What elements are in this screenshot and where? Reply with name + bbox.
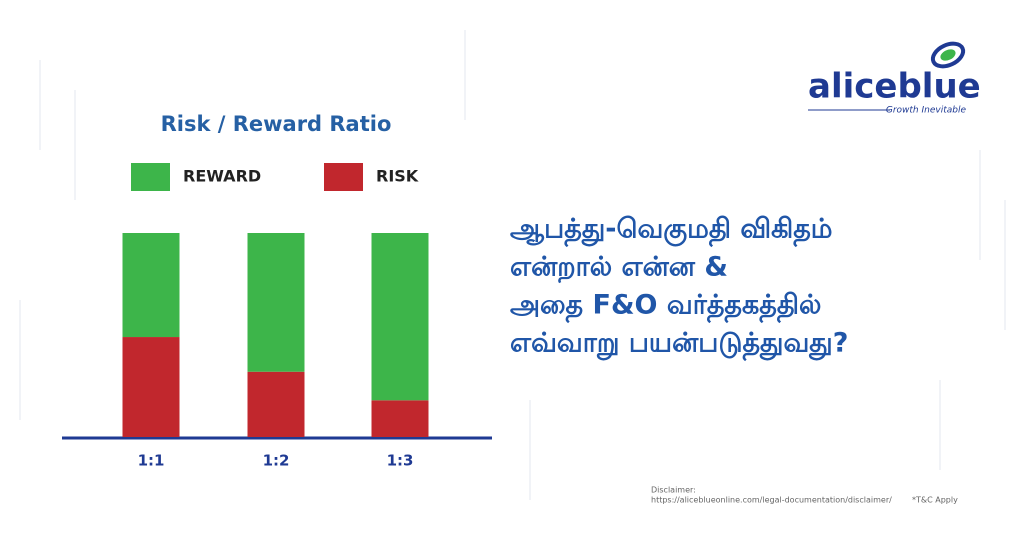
bar-segment xyxy=(122,233,180,338)
background-pattern xyxy=(19,30,1006,500)
legend-label: RISK xyxy=(376,167,419,186)
heading-line: ஆபத்து-வெகுமதி விகிதம் xyxy=(510,214,833,248)
bar-segment xyxy=(247,371,305,437)
chart-title: Risk / Reward Ratio xyxy=(161,112,392,136)
legend-swatch xyxy=(324,163,363,191)
heading-line: அதை F&O வர்த்தகத்தில் xyxy=(510,290,821,324)
bar-segment xyxy=(122,337,180,437)
bar-segment xyxy=(371,400,429,437)
legend-swatch xyxy=(131,163,170,191)
x-tick-label: 1:2 xyxy=(263,452,290,470)
logo: aliceblue Growth Inevitable xyxy=(808,41,981,116)
heading: ஆபத்து-வெகுமதி விகிதம் என்றால் என்ன & அதை … xyxy=(510,214,848,362)
heading-line: எவ்வாறு பயன்படுத்துவது? xyxy=(510,328,848,362)
logo-name: aliceblue xyxy=(808,67,981,107)
legend-label: REWARD xyxy=(183,167,261,186)
x-tick-label: 1:1 xyxy=(138,452,165,470)
logo-icon-core xyxy=(940,49,956,61)
logo-icon xyxy=(930,41,966,69)
disclaimer-label: Disclaimer: xyxy=(651,486,696,495)
logo-tagline: Growth Inevitable xyxy=(886,106,967,116)
bar-segment xyxy=(247,233,305,372)
x-tick-label: 1:3 xyxy=(387,452,414,470)
disclaimer-url: https://aliceblueonline.com/legal-docume… xyxy=(651,496,892,505)
terms: *T&C Apply xyxy=(912,496,958,505)
heading-line: என்றால் என்ன & xyxy=(510,252,728,284)
bar-segment xyxy=(371,233,429,401)
